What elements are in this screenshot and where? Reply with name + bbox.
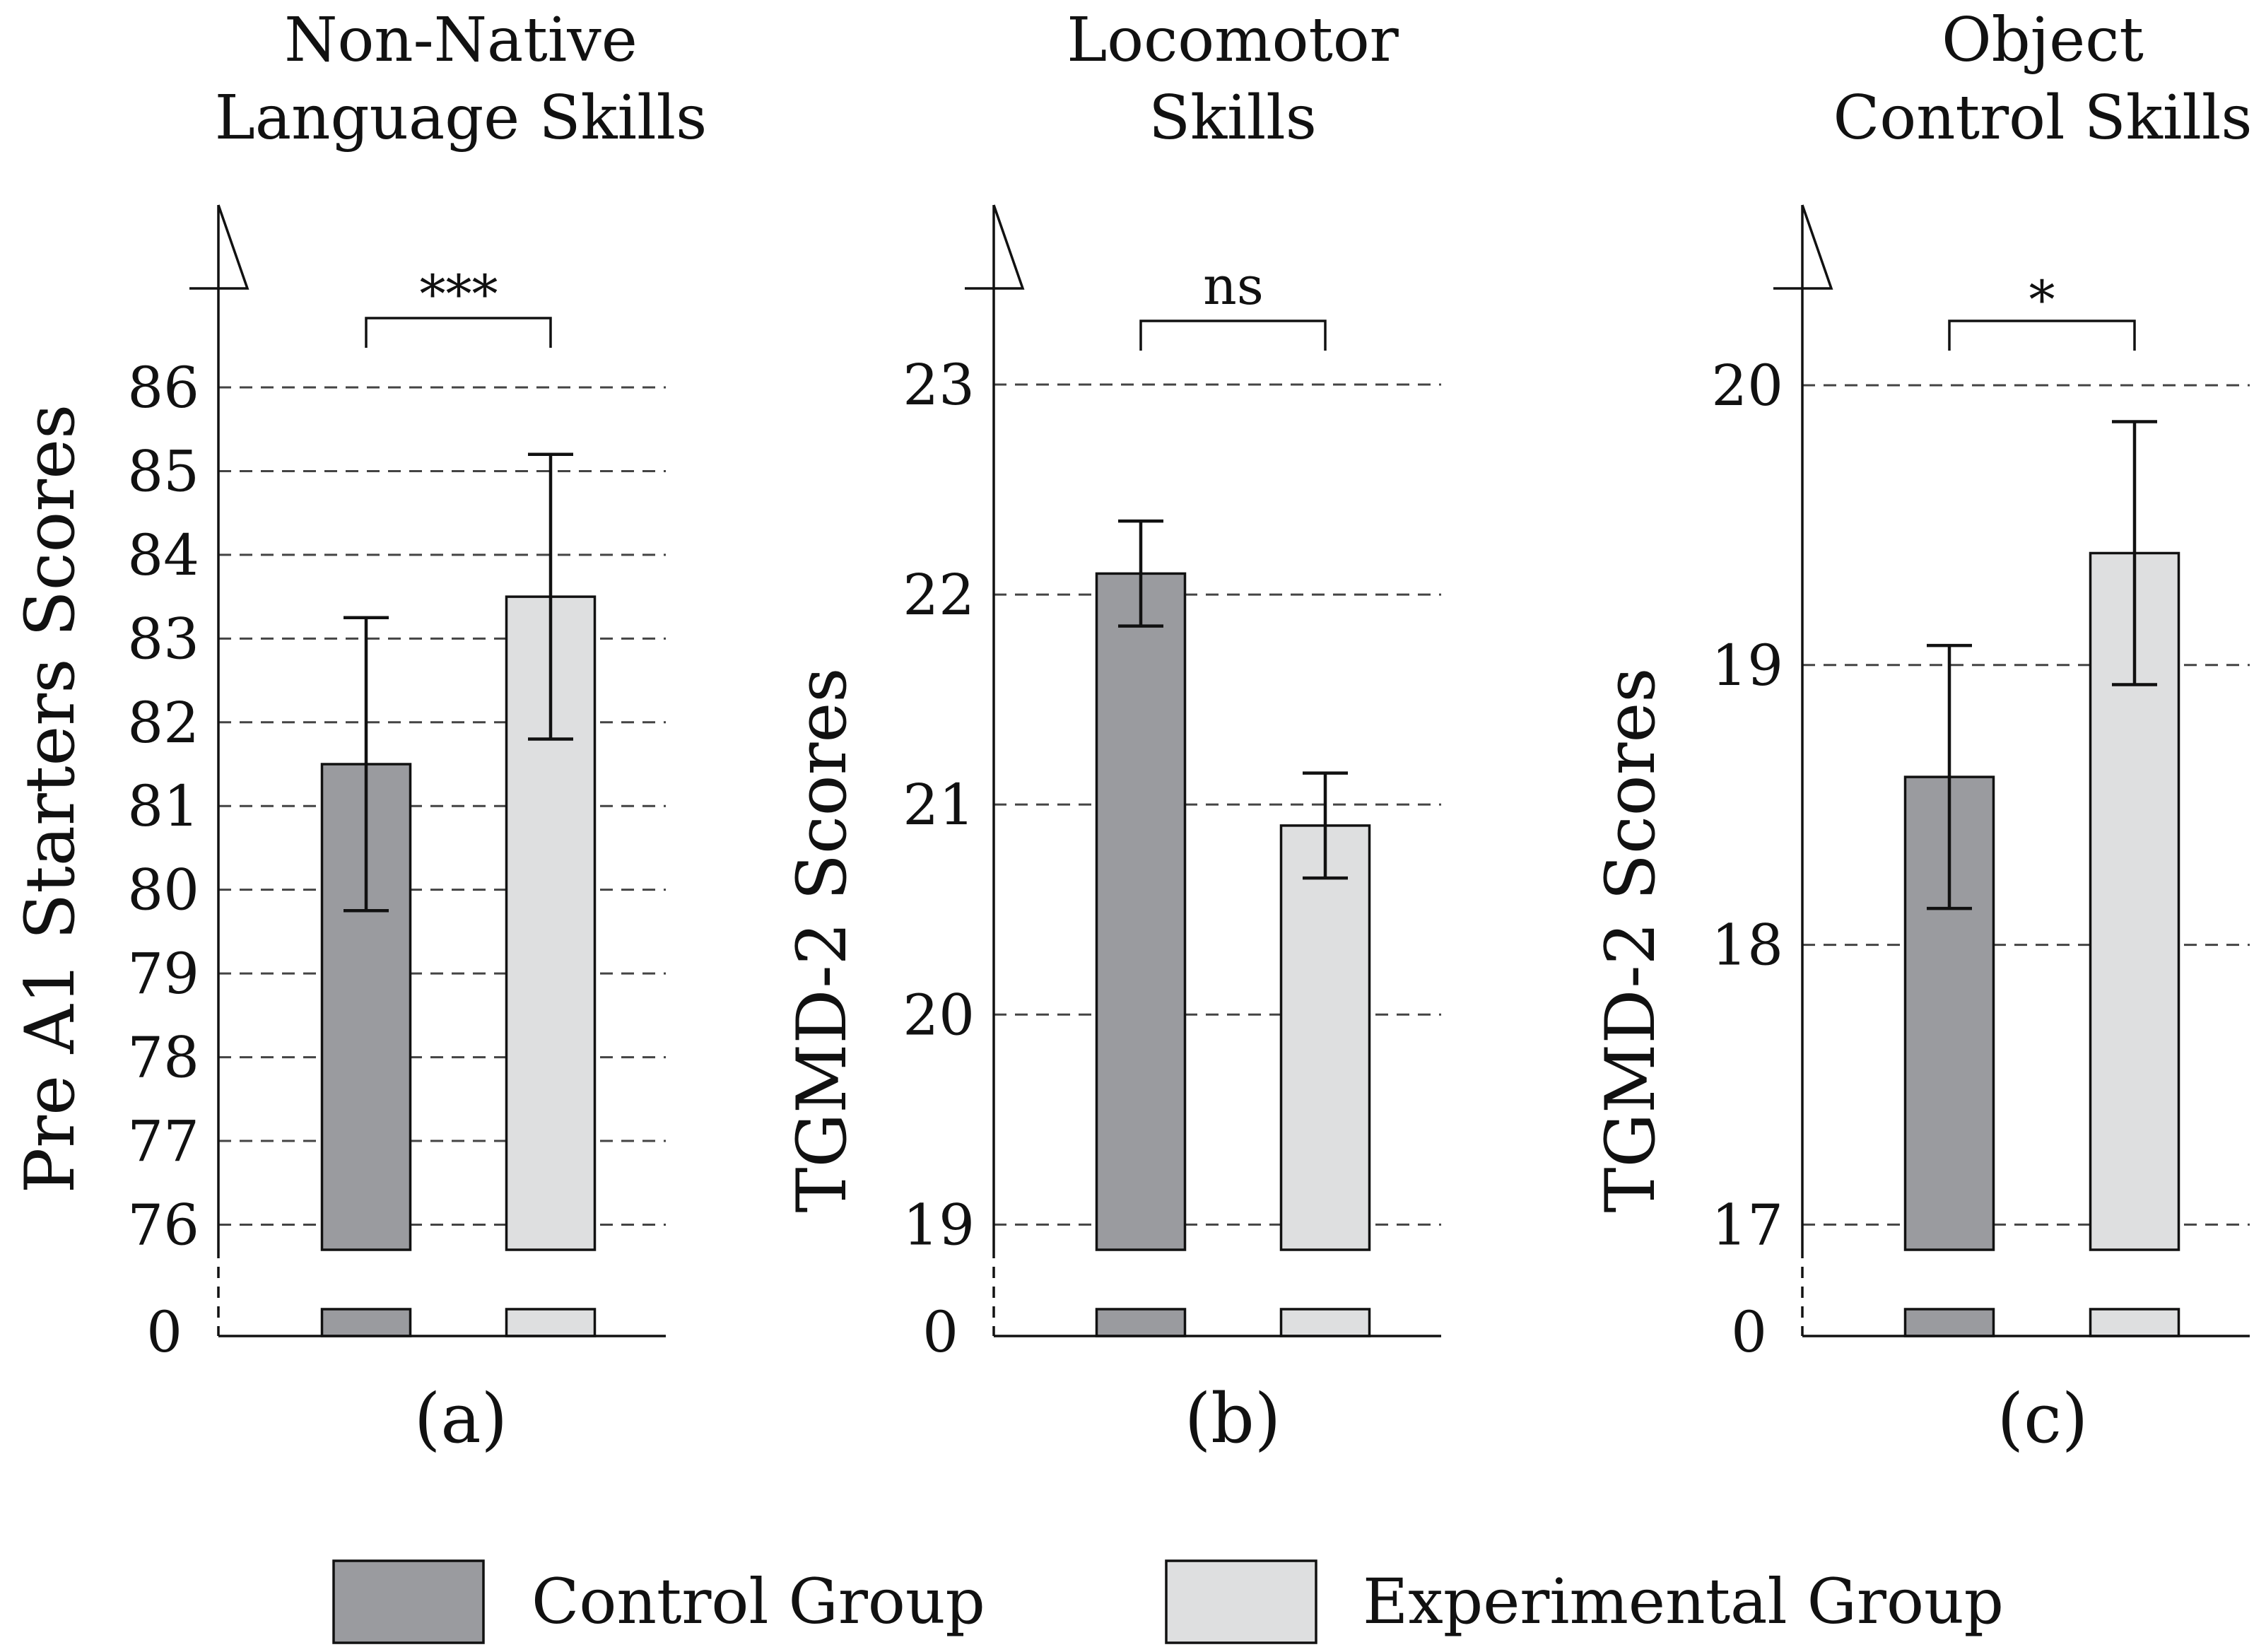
panel-a-tick-label-7: 83 <box>127 606 199 672</box>
panel-b-title-line2: Skills <box>1149 83 1317 153</box>
panel-b-bar-experimental <box>1279 824 1371 1251</box>
panel-a-y-axis-label: Pre A1 Starters Scores <box>11 404 90 1194</box>
panel-b-bar-stub-control <box>1095 1308 1187 1337</box>
panel-c: Object Control Skills TGMD-2 Scores 17 18… <box>1591 5 2252 1458</box>
panel-a-tick-labels: 76 77 78 79 80 81 82 83 84 85 86 <box>127 355 199 1258</box>
panel-c-tick-label-2: 19 <box>1711 633 1783 698</box>
panel-b-bar-stub-experimental <box>1279 1308 1371 1337</box>
panel-c-significance-label: * <box>2029 270 2055 331</box>
panel-b-tick-label-2: 21 <box>903 772 975 838</box>
panel-b-tick-labels: 19 20 21 22 23 <box>903 352 975 1258</box>
panel-c-gridlines <box>1802 384 2250 1226</box>
panel-b-gridlines <box>994 383 1441 1226</box>
panel-b-errorbar-experimental <box>1303 771 1348 880</box>
panel-c-caption: (c) <box>1997 1379 2089 1458</box>
panel-a-tick-label-4: 80 <box>127 857 199 923</box>
panel-a-axis-break-flag <box>217 204 250 290</box>
panel-a-bars <box>320 452 597 1337</box>
panel-a-errorbar-experimental <box>528 452 573 741</box>
panel-b-errorbar-control <box>1118 519 1163 628</box>
panel-c-errorbar-control <box>1927 643 1972 910</box>
panel-b-tick-label-4: 23 <box>903 352 975 418</box>
panel-a-tick-label-0: 76 <box>127 1192 199 1258</box>
legend-swatch-experimental <box>1165 1559 1317 1644</box>
panel-a-significance-bracket <box>365 317 552 348</box>
panel-c-bar-stub-experimental <box>2089 1308 2180 1337</box>
panel-a-caption: (a) <box>414 1379 507 1458</box>
panel-b-significance-bracket <box>1139 320 1327 351</box>
panel-c-tick-label-3: 20 <box>1711 353 1783 418</box>
panel-c-title-line2: Control Skills <box>1833 83 2253 153</box>
panel-b-significance-label: ns <box>1203 256 1264 317</box>
panel-b-axis-break-flag <box>992 204 1025 290</box>
panel-a-tick-label-8: 84 <box>127 522 199 588</box>
panel-a-tick-label-2: 78 <box>127 1025 199 1091</box>
panel-c-significance-bracket <box>1948 320 2136 351</box>
panel-a-tick-label-10: 86 <box>127 355 199 421</box>
panel-b: Locomotor Skills TGMD-2 Scores 19 20 21 22 2… <box>782 5 1441 1458</box>
legend-label-control: Control Group <box>532 1565 985 1638</box>
panel-c-y-axis-label: TGMD-2 Scores <box>1591 667 1670 1212</box>
panel-c-axes <box>1773 204 2250 1337</box>
panel-a-gridlines <box>218 386 666 1226</box>
panel-c-tick-label-1: 18 <box>1711 913 1783 978</box>
panel-b-y-axis-label: TGMD-2 Scores <box>782 667 862 1212</box>
panel-a-title-line2: Language Skills <box>215 83 707 153</box>
panel-c-errorbar-experimental <box>2112 420 2157 686</box>
panel-b-bar-control <box>1095 572 1187 1251</box>
panel-b-axes <box>965 204 1441 1337</box>
panel-b-tick-label-3: 22 <box>903 562 975 628</box>
panel-a: Non-Native Language Skills Pre A1 Starte… <box>11 5 707 1458</box>
panel-a-tick-label-3: 79 <box>127 941 199 1007</box>
panel-b-bars <box>1095 519 1371 1337</box>
panel-b-title-line1: Locomotor <box>1067 5 1399 76</box>
panel-a-tick-label-1: 77 <box>127 1108 199 1174</box>
panel-a-tick-label-5: 81 <box>127 773 199 839</box>
panel-c-title-line1: Object <box>1942 5 2144 76</box>
panel-c-bars <box>1903 420 2180 1337</box>
panel-a-significance-label: *** <box>420 264 498 325</box>
panel-b-tick-label-0: 19 <box>903 1192 975 1258</box>
panel-c-zero-tick: 0 <box>1731 1299 1767 1365</box>
panel-c-tick-labels: 17 18 19 20 <box>1711 353 1783 1258</box>
legend: Control Group Experimental Group <box>332 1559 2004 1644</box>
panel-a-errorbar-control <box>344 616 389 913</box>
panel-a-bar-stub-control <box>320 1308 412 1337</box>
panel-c-tick-label-0: 17 <box>1711 1192 1783 1258</box>
panel-a-tick-label-9: 85 <box>127 438 199 504</box>
panel-c-axis-break-flag <box>1801 204 1833 290</box>
panel-a-bar-stub-experimental <box>505 1308 597 1337</box>
panel-a-axes <box>189 204 666 1337</box>
panel-a-zero-tick: 0 <box>146 1299 182 1365</box>
panel-a-title-line1: Non-Native <box>284 5 638 76</box>
panel-b-zero-tick: 0 <box>922 1299 958 1365</box>
legend-label-experimental: Experimental Group <box>1363 1565 2004 1638</box>
panel-b-tick-label-1: 20 <box>903 982 975 1048</box>
legend-swatch-control <box>332 1559 485 1644</box>
panel-b-caption: (b) <box>1185 1379 1281 1458</box>
panel-a-tick-label-6: 82 <box>127 690 199 756</box>
panel-c-bar-stub-control <box>1903 1308 1995 1337</box>
